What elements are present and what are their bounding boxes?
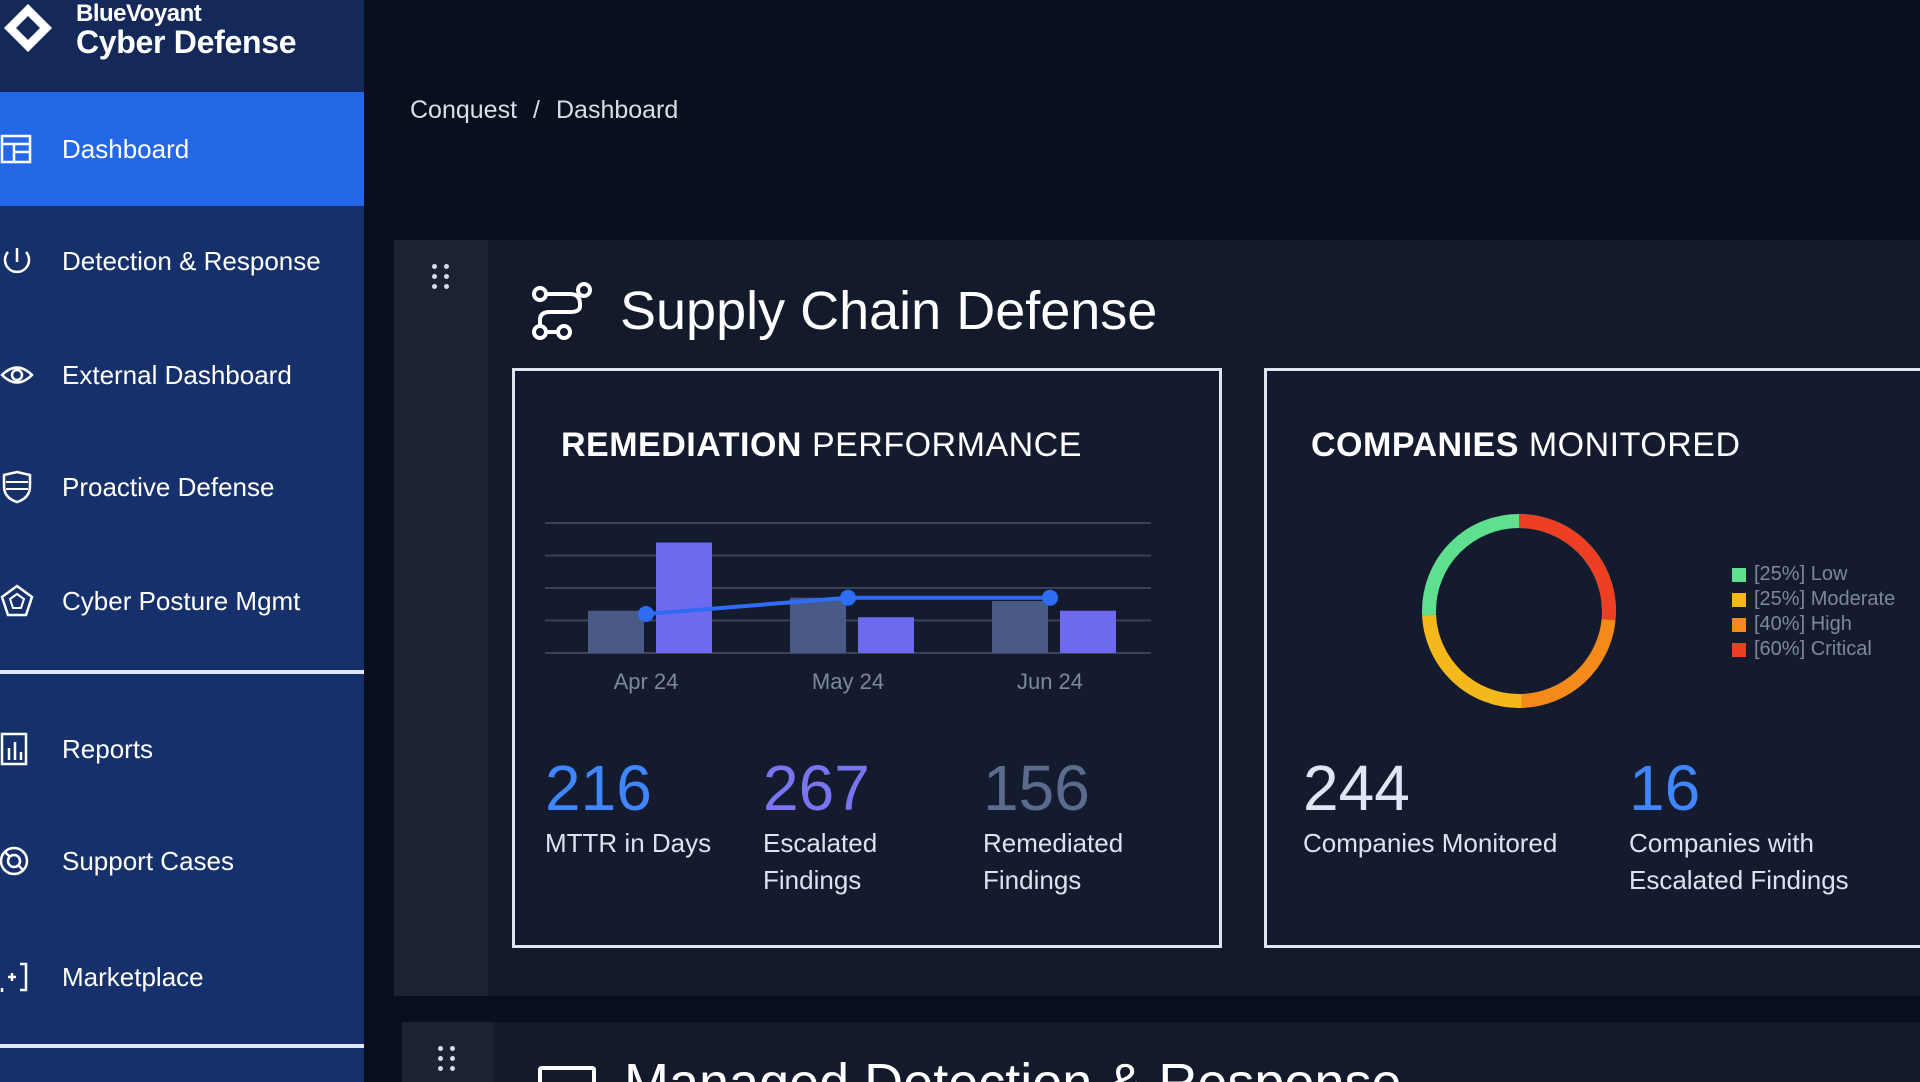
sidebar-item-label: Detection & Response	[62, 245, 321, 276]
stat-label-line: Escalated	[763, 828, 878, 858]
pentagon-icon	[0, 584, 34, 617]
stat-value: 244	[1303, 752, 1410, 824]
mdr-panel	[402, 1022, 1920, 1082]
remediation-performance-card[interactable]: REMEDIATION PERFORMANCE Apr 24 May 24 Jun …	[512, 368, 1222, 948]
legend-item-high: [40%] High	[1732, 612, 1895, 637]
panel-drag-handle[interactable]	[402, 1022, 494, 1082]
stat-label-line: Escalated Findings	[1629, 865, 1849, 895]
section-title: Supply Chain Defense	[620, 281, 1158, 341]
sidebar-item-cyber-posture[interactable]: Cyber Posture Mgmt	[0, 544, 364, 658]
chart-point[interactable]	[1042, 589, 1058, 606]
breadcrumb-root[interactable]: Conquest	[410, 96, 518, 124]
breadcrumb-current: Dashboard	[555, 96, 679, 124]
stat-label: MTTR in Days	[545, 828, 712, 858]
stat-label-line: Companies with	[1629, 828, 1814, 858]
breadcrumb-separator: /	[533, 96, 540, 124]
lifebuoy-icon	[0, 846, 29, 876]
mdr-icon	[538, 1066, 596, 1082]
sidebar-item-label: Proactive Defense	[62, 471, 275, 502]
sidebar-item-label: Reports	[62, 733, 154, 764]
stat-label: Companies with Escalated Findings	[1629, 825, 1849, 899]
x-tick-label: May 24	[812, 669, 884, 694]
donut-legend: [25%] Low [25%] Moderate [40%] High [60%…	[1732, 562, 1895, 662]
sidebar-item-marketplace[interactable]: Marketplace	[0, 920, 364, 1034]
sidebar-item-proactive-defense[interactable]: Proactive Defense	[0, 430, 364, 544]
chart-bar[interactable]	[1060, 610, 1116, 653]
stat-value: 267	[763, 752, 870, 824]
legend-item-critical: [60%] Critical	[1732, 637, 1895, 662]
bluevoyant-logo-icon	[4, 4, 52, 52]
add-bracket-icon	[0, 962, 28, 992]
sidebar-item-label: Dashboard	[62, 133, 190, 164]
breadcrumb: Conquest / Dashboard	[410, 96, 678, 125]
legend-item-low: [25%] Low	[1732, 562, 1895, 587]
stat-mttr: 216 MTTR in Days	[545, 755, 711, 862]
card-title-bold: COMPANIES	[1311, 426, 1519, 464]
donut-segment-moderate	[1422, 514, 1616, 708]
sidebar-item-label: External Dashboard	[62, 359, 292, 390]
chart-bar[interactable]	[656, 542, 712, 654]
chart-point[interactable]	[840, 589, 856, 606]
card-title-rest: MONITORED	[1528, 426, 1741, 464]
card-title-bold: REMEDIATION	[561, 426, 802, 464]
x-tick-label: Apr 24	[614, 669, 679, 694]
chart-bar[interactable]	[588, 610, 644, 653]
sidebar-item-label: Cyber Posture Mgmt	[62, 585, 301, 616]
stat-label-line: Findings	[983, 865, 1082, 895]
section-title: Managed Detection & Response	[624, 1052, 1402, 1082]
companies-monitored-card[interactable]: COMPANIES MONITORED 244 Companies Monito…	[1264, 368, 1920, 948]
card-title-rest: PERFORMANCE	[811, 426, 1082, 464]
chart-bar[interactable]	[790, 597, 846, 653]
sidebar-item-external-dashboard[interactable]: External Dashboard	[0, 318, 364, 432]
sidebar-item-reports[interactable]: Reports	[0, 692, 364, 806]
stat-companies-monitored: 244 Companies Monitored	[1303, 755, 1557, 862]
x-tick-label: Jun 24	[1017, 669, 1083, 694]
brand-company: BlueVoyant	[76, 0, 202, 27]
dashboard-icon	[0, 134, 32, 164]
stat-label: Companies Monitored	[1303, 828, 1558, 858]
sidebar-divider	[0, 1044, 364, 1048]
chart-point[interactable]	[638, 606, 654, 622]
card-title: REMEDIATION PERFORMANCE	[561, 426, 1082, 465]
sidebar-item-support-cases[interactable]: Support Cases	[0, 804, 364, 918]
chart-bar[interactable]	[992, 601, 1048, 653]
power-cycle-icon	[3, 248, 31, 274]
sidebar-divider	[0, 670, 364, 674]
chart-bar[interactable]	[858, 617, 914, 653]
stat-value: 216	[545, 752, 652, 824]
stat-label-line: Remediated	[983, 828, 1124, 858]
card-title: COMPANIES MONITORED	[1311, 426, 1741, 465]
stat-label: Remediated Findings	[983, 825, 1123, 899]
sidebar-item-detection-response[interactable]: Detection & Response	[0, 204, 364, 318]
supply-chain-icon	[532, 282, 592, 340]
stat-escalated-companies: 16 Companies with Escalated Findings	[1629, 755, 1849, 899]
companies-donut-chart	[1422, 514, 1616, 708]
stat-escalated-findings: 267 Escalated Findings	[763, 755, 877, 899]
sidebar-item-label: Support Cases	[62, 845, 234, 876]
eye-icon	[0, 366, 34, 384]
stat-value: 156	[983, 752, 1090, 824]
panel-drag-handle[interactable]	[394, 240, 488, 996]
bar-chart-icon	[0, 732, 28, 766]
remediation-chart: Apr 24 May 24 Jun 24	[545, 522, 1151, 694]
donut-segment-low	[1422, 514, 1616, 708]
grip-dots-icon	[438, 1046, 460, 1076]
grip-dots-icon	[432, 264, 454, 294]
stat-value: 16	[1629, 752, 1701, 824]
stat-remediated-findings: 156 Remediated Findings	[983, 755, 1123, 899]
brand-header: BlueVoyant Cyber Defense	[0, 0, 364, 92]
sidebar: BlueVoyant Cyber Defense Dashboard Detec…	[0, 0, 364, 1082]
sidebar-item-label: Marketplace	[62, 961, 204, 992]
stat-label: Escalated Findings	[763, 825, 877, 899]
stat-label-line: Findings	[763, 865, 862, 895]
legend-item-moderate: [25%] Moderate	[1732, 587, 1895, 612]
brand-product: Cyber Defense	[76, 24, 297, 60]
sidebar-item-dashboard[interactable]: Dashboard	[0, 92, 364, 206]
shield-icon	[2, 470, 32, 504]
